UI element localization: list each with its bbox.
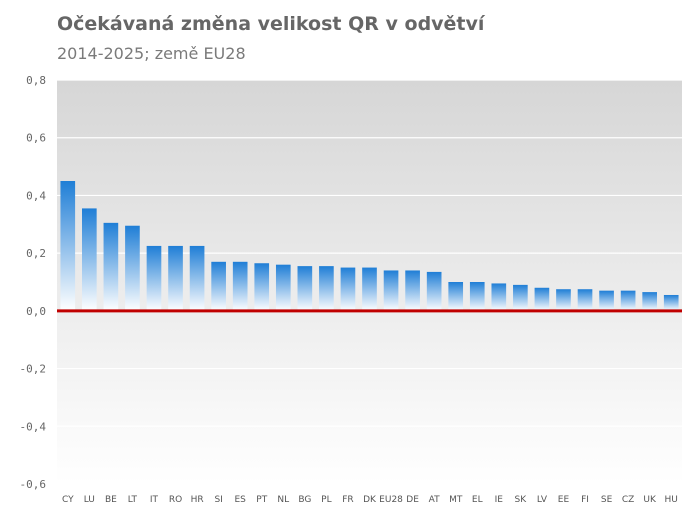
y-tick-label: 0,8 — [26, 74, 46, 87]
bar-se — [599, 290, 614, 311]
x-tick-label: DK — [363, 495, 377, 505]
x-tick-label: LV — [537, 495, 548, 505]
bar-pt — [254, 263, 270, 311]
chart-subtitle: 2014-2025; země EU28 — [57, 44, 246, 63]
x-axis-labels: CY LU BE LT IT RO HR SI ES PT NL BG PL FR DK EU28 DE AT MT… — [62, 495, 678, 505]
bar-el — [469, 282, 485, 311]
x-tick-label: FR — [342, 495, 353, 505]
x-tick-label: HR — [191, 495, 204, 505]
bar-nl — [275, 264, 291, 311]
bar-lu — [82, 208, 97, 311]
bar-ie — [491, 283, 507, 311]
y-tick-label: -0,6 — [20, 478, 47, 491]
bar-dk — [362, 267, 377, 311]
chart-title: Očekávaná změna velikost QR v odvětví — [57, 13, 485, 35]
x-tick-label: PL — [321, 495, 331, 505]
x-tick-label: IE — [495, 495, 504, 505]
y-tick-label: 0,6 — [26, 132, 46, 145]
bar-be — [103, 222, 119, 311]
x-tick-label: EL — [472, 495, 483, 505]
x-tick-label: LU — [84, 495, 95, 505]
gridlines — [57, 79, 682, 485]
bar-eu28 — [383, 270, 399, 311]
y-axis-ticks: 0,8 0,6 0,4 0,2 0,0 -0,2 -0,4 -0,6 — [20, 74, 47, 491]
x-tick-label: ES — [234, 495, 246, 505]
bar-mt — [448, 282, 464, 311]
x-tick-label: MT — [449, 495, 463, 505]
bar-de — [405, 270, 420, 311]
x-tick-label: BE — [105, 495, 117, 505]
y-tick-label: 0,2 — [26, 247, 46, 260]
bars — [60, 181, 679, 311]
x-tick-label: LT — [128, 495, 138, 505]
x-tick-label: RO — [169, 495, 182, 505]
bar-hu — [663, 294, 679, 311]
x-tick-label: EU28 — [379, 495, 403, 505]
bar-cy — [60, 181, 76, 311]
bar-fi — [577, 289, 593, 311]
bar-lv — [534, 287, 550, 311]
bar-it — [146, 245, 162, 311]
x-tick-label: SE — [601, 495, 613, 505]
x-tick-label: IT — [150, 495, 159, 505]
x-tick-label: CY — [62, 495, 74, 505]
x-tick-label: BG — [298, 495, 311, 505]
x-tick-label: PT — [256, 495, 267, 505]
x-tick-label: CZ — [622, 495, 634, 505]
x-tick-label: FI — [581, 495, 589, 505]
bar-es — [232, 261, 248, 311]
bar-si — [211, 261, 226, 311]
bar-bg — [297, 266, 313, 311]
y-tick-label: 0,0 — [26, 305, 46, 318]
x-tick-label: SI — [214, 495, 222, 505]
bar-uk — [642, 292, 657, 311]
y-tick-label: -0,2 — [20, 363, 47, 376]
bar-ee — [556, 289, 571, 311]
bar-pl — [319, 266, 334, 311]
bar-ro — [168, 245, 183, 311]
x-tick-label: NL — [277, 495, 289, 505]
bar-cz — [620, 290, 636, 311]
y-tick-label: -0,4 — [20, 420, 47, 433]
x-tick-label: HU — [665, 495, 678, 505]
x-tick-label: AT — [429, 495, 440, 505]
x-tick-label: EE — [558, 495, 570, 505]
bar-hr — [189, 245, 205, 311]
y-tick-label: 0,4 — [26, 189, 46, 202]
x-tick-label: UK — [643, 495, 657, 505]
x-tick-label: DE — [406, 495, 419, 505]
bar-at — [426, 271, 442, 311]
bar-sk — [513, 284, 528, 311]
bar-fr — [340, 267, 356, 311]
bar-lt — [125, 225, 140, 311]
x-tick-label: SK — [515, 495, 528, 505]
